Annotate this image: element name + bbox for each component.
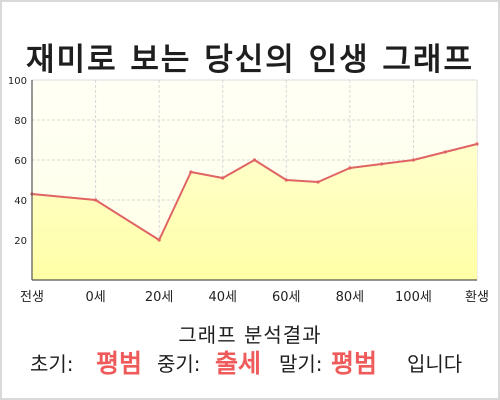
x-tick-label: 전생 xyxy=(20,290,44,305)
y-tick-label: 80 xyxy=(14,116,27,127)
life-area-fill xyxy=(32,144,477,280)
area-layer xyxy=(32,144,477,280)
life-point xyxy=(348,166,352,170)
life-point xyxy=(189,170,193,174)
results-line: 초기: 평범 중기: 출세 말기: 평범 입니다 xyxy=(30,346,480,382)
life-point xyxy=(475,142,479,146)
x-tick-label: 40세 xyxy=(208,290,237,305)
life-point xyxy=(316,180,320,184)
x-tick-label: 0세 xyxy=(85,290,105,305)
y-tick-label: 100 xyxy=(8,76,27,87)
x-tick-label: 80세 xyxy=(336,290,365,305)
life-point xyxy=(411,158,416,162)
life-point xyxy=(284,178,288,182)
late-value: 평범 xyxy=(331,349,378,378)
life-point xyxy=(252,158,257,162)
y-tick-label: 40 xyxy=(14,196,27,207)
results-title: 그래프 분석결과 xyxy=(178,323,322,347)
middle-label: 중기: xyxy=(157,352,201,376)
x-tick-label: 60세 xyxy=(272,290,301,305)
early-value: 평범 xyxy=(96,349,143,378)
late-label: 말기: xyxy=(279,352,323,376)
middle-value: 출세 xyxy=(215,349,262,378)
chart-title: 재미로 보는 당신의 인생 그래프 xyxy=(26,42,474,78)
ending-text: 입니다 xyxy=(407,352,463,376)
life-point xyxy=(157,238,161,242)
x-tick-label: 환생 xyxy=(465,290,489,305)
life-point xyxy=(93,198,98,202)
y-tick-label: 60 xyxy=(14,156,27,167)
life-point xyxy=(443,150,447,154)
life-point xyxy=(380,162,384,166)
life-point xyxy=(221,176,225,180)
y-tick-label: 20 xyxy=(14,236,27,247)
axis-layer xyxy=(31,80,477,281)
x-tick-label: 20세 xyxy=(145,290,174,305)
tick-layer: 20 40 60 80 100 전생 0세 20세 40세 60세 80세 100세 환생 xyxy=(8,76,489,305)
x-tick-label: 100세 xyxy=(395,290,432,305)
early-label: 초기: xyxy=(30,352,74,376)
